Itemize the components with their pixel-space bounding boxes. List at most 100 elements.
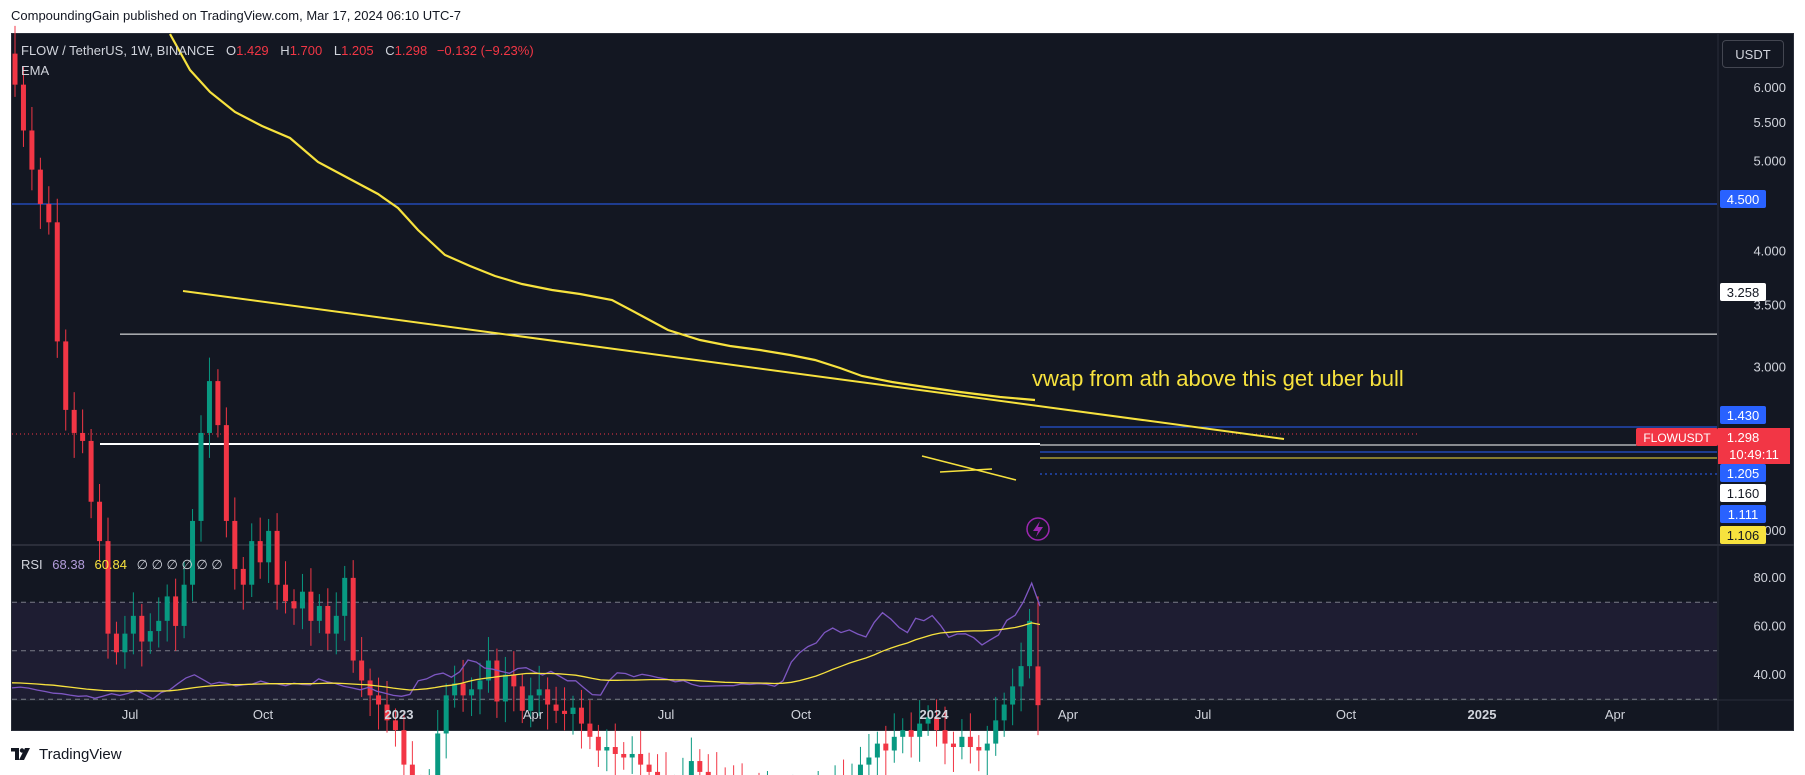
- candle-body[interactable]: [113, 633, 119, 653]
- candle-body[interactable]: [257, 541, 263, 563]
- candle-body[interactable]: [401, 730, 407, 765]
- candle-body[interactable]: [274, 530, 280, 585]
- price-tag[interactable]: [1720, 505, 1766, 523]
- candle-body[interactable]: [925, 717, 931, 724]
- candle-body[interactable]: [1010, 686, 1016, 705]
- candle-body[interactable]: [80, 432, 86, 441]
- rsi-line[interactable]: [11, 581, 1041, 700]
- candle-body[interactable]: [359, 660, 365, 681]
- currency-button[interactable]: USDT: [1722, 40, 1784, 68]
- candle-body[interactable]: [1018, 666, 1024, 687]
- candle-body[interactable]: [384, 704, 390, 721]
- candle-body[interactable]: [621, 753, 627, 758]
- wedge-upper-line[interactable]: [921, 455, 1017, 481]
- candle-body[interactable]: [688, 761, 694, 775]
- candle-body[interactable]: [866, 757, 872, 765]
- candle-body[interactable]: [959, 736, 965, 748]
- candle-body[interactable]: [342, 577, 348, 616]
- indicator-legend[interactable]: EMA: [21, 63, 50, 78]
- candle-body[interactable]: [655, 771, 661, 775]
- price-tag[interactable]: [1720, 283, 1766, 301]
- candle-body[interactable]: [536, 689, 542, 696]
- candle-body[interactable]: [173, 596, 179, 626]
- chart-annotation[interactable]: vwap from ath above this get uber bull: [1032, 366, 1404, 391]
- candle-body[interactable]: [12, 53, 18, 85]
- candle-body[interactable]: [29, 130, 35, 170]
- candle-body[interactable]: [105, 541, 111, 634]
- candle-body[interactable]: [283, 584, 289, 602]
- candle-body[interactable]: [164, 596, 170, 621]
- footer-brand[interactable]: TradingView: [11, 746, 122, 763]
- candle-body[interactable]: [198, 432, 204, 521]
- candle-body[interactable]: [1035, 666, 1041, 706]
- price-tag[interactable]: [1720, 526, 1766, 544]
- candle-body[interactable]: [900, 730, 906, 737]
- price-tag[interactable]: [1720, 190, 1766, 208]
- candle-body[interactable]: [325, 606, 331, 634]
- candle-body[interactable]: [316, 606, 322, 621]
- candle-body[interactable]: [88, 440, 94, 502]
- candle-body[interactable]: [993, 720, 999, 744]
- candle-body[interactable]: [891, 736, 897, 751]
- candle-body[interactable]: [376, 695, 382, 705]
- candle-body[interactable]: [392, 720, 398, 731]
- chart-panel[interactable]: [11, 33, 1794, 731]
- candle-body[interactable]: [409, 764, 415, 775]
- price-tag[interactable]: [1720, 464, 1766, 482]
- candle-body[interactable]: [874, 743, 880, 758]
- candle-body[interactable]: [587, 723, 593, 737]
- candle-body[interactable]: [857, 764, 863, 775]
- candle-body[interactable]: [299, 591, 305, 609]
- candle-body[interactable]: [511, 674, 517, 687]
- candle-body[interactable]: [883, 743, 889, 751]
- candle-body[interactable]: [460, 683, 466, 696]
- candle-body[interactable]: [1027, 620, 1033, 667]
- candle-body[interactable]: [934, 717, 940, 731]
- candle-body[interactable]: [20, 84, 26, 131]
- candle-body[interactable]: [646, 764, 652, 772]
- rsi-legend[interactable]: RSI 68.38 60.84 ∅ ∅ ∅ ∅ ∅ ∅: [21, 557, 223, 573]
- candle-body[interactable]: [130, 615, 136, 634]
- ema-line[interactable]: [169, 33, 1036, 402]
- candle-body[interactable]: [122, 633, 128, 653]
- price-tag[interactable]: [1720, 406, 1766, 424]
- symbol-tag[interactable]: [1636, 428, 1718, 446]
- candle-body[interactable]: [37, 169, 43, 204]
- candle-body[interactable]: [46, 203, 52, 223]
- candle-body[interactable]: [908, 730, 914, 737]
- rsi-ma-line[interactable]: [11, 622, 1041, 692]
- candle-body[interactable]: [181, 584, 187, 626]
- candle-body[interactable]: [206, 381, 212, 433]
- candle-body[interactable]: [97, 501, 103, 542]
- candle-body[interactable]: [308, 591, 314, 621]
- candle-body[interactable]: [333, 615, 339, 634]
- candle-body[interactable]: [1001, 704, 1007, 721]
- candle-body[interactable]: [291, 601, 297, 609]
- candle-body[interactable]: [350, 577, 356, 661]
- candle-body[interactable]: [232, 520, 238, 569]
- candle-body[interactable]: [71, 409, 77, 433]
- candle-body[interactable]: [240, 568, 246, 585]
- candle-body[interactable]: [266, 530, 272, 563]
- candle-body[interactable]: [942, 730, 948, 744]
- candle-body[interactable]: [249, 541, 255, 585]
- candle-body[interactable]: [950, 743, 956, 748]
- candle-body[interactable]: [452, 683, 458, 696]
- candle-body[interactable]: [494, 660, 500, 702]
- candle-body[interactable]: [477, 680, 483, 690]
- candle-body[interactable]: [54, 222, 60, 342]
- candle-body[interactable]: [63, 341, 69, 410]
- candle-body[interactable]: [469, 689, 475, 696]
- candle-body[interactable]: [223, 425, 229, 521]
- candle-body[interactable]: [485, 660, 491, 681]
- price-tag[interactable]: [1720, 484, 1766, 502]
- candle-body[interactable]: [156, 620, 162, 632]
- descending-trendline[interactable]: [182, 290, 1285, 440]
- candle-body[interactable]: [697, 761, 703, 772]
- candle-body[interactable]: [578, 707, 584, 724]
- candle-body[interactable]: [629, 753, 635, 758]
- candle-body[interactable]: [984, 743, 990, 751]
- candle-body[interactable]: [215, 381, 221, 426]
- candle-body[interactable]: [528, 695, 534, 711]
